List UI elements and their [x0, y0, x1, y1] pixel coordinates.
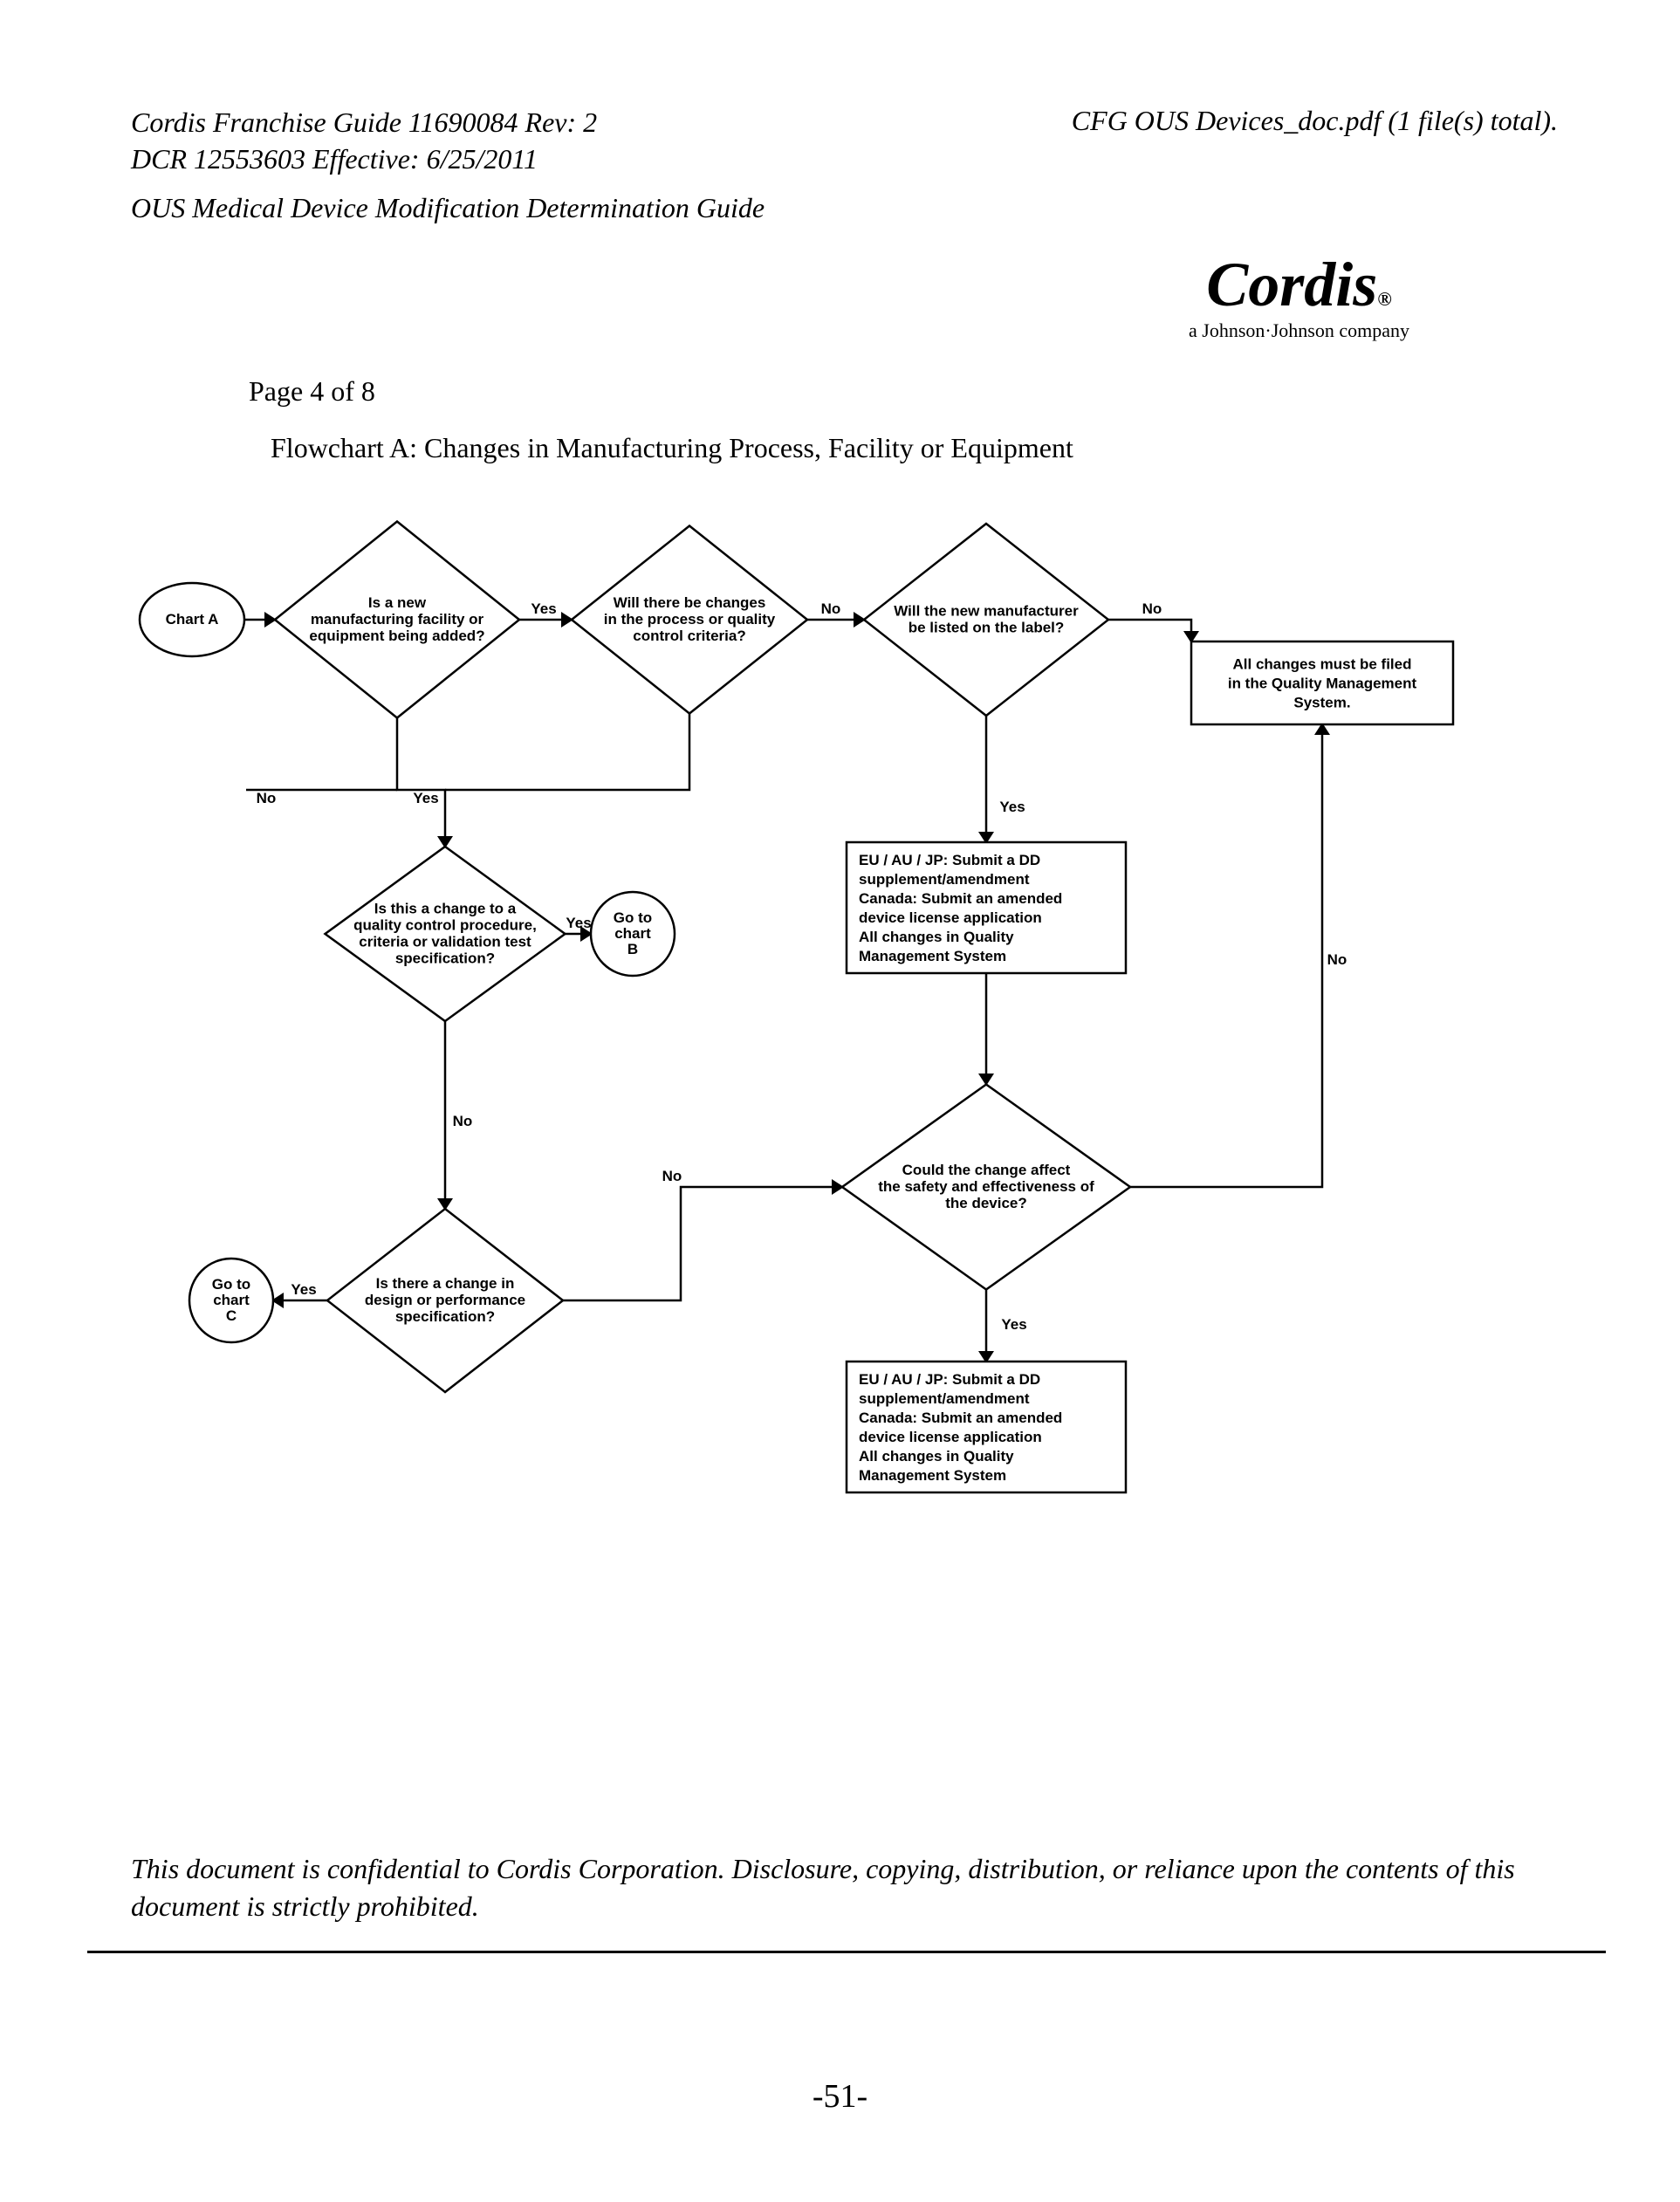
svg-text:the safety and effectiveness o: the safety and effectiveness of: [878, 1178, 1094, 1195]
svg-text:Will there be changes: Will there be changes: [614, 594, 766, 611]
svg-text:All changes in Quality: All changes in Quality: [859, 929, 1014, 945]
svg-text:Chart A: Chart A: [166, 611, 219, 628]
svg-text:Is this a change to a: Is this a change to a: [374, 901, 517, 917]
svg-text:control criteria?: control criteria?: [633, 628, 745, 644]
svg-text:Canada: Submit an amended: Canada: Submit an amended: [859, 1410, 1062, 1426]
cordis-logo: Cordis® a Johnson·Johnson company: [1189, 253, 1409, 342]
svg-text:No: No: [821, 600, 841, 617]
svg-text:No: No: [1142, 600, 1162, 617]
svg-text:No: No: [453, 1113, 473, 1129]
svg-text:criteria or validation test: criteria or validation test: [359, 934, 531, 950]
svg-text:Yes: Yes: [999, 799, 1025, 815]
svg-text:supplement/amendment: supplement/amendment: [859, 871, 1030, 888]
svg-text:Could the change affect: Could the change affect: [902, 1162, 1071, 1178]
file-name: CFG OUS Devices_doc.pdf (1 file(s) total…: [1072, 105, 1558, 136]
svg-text:B: B: [627, 941, 638, 957]
svg-text:EU / AU / JP: Submit a DD: EU / AU / JP: Submit a DD: [859, 852, 1040, 868]
svg-text:Go to: Go to: [212, 1276, 250, 1293]
svg-text:All changes must be filed: All changes must be filed: [1233, 656, 1412, 673]
svg-text:Management System: Management System: [859, 1467, 1006, 1484]
confidential-notice: This document is confidential to Cordis …: [131, 1850, 1562, 1925]
svg-text:No: No: [257, 790, 277, 806]
svg-text:supplement/amendment: supplement/amendment: [859, 1390, 1030, 1407]
page-number: Page 4 of 8: [249, 375, 375, 408]
svg-text:Is a new: Is a new: [368, 594, 427, 611]
svg-text:quality control procedure,: quality control procedure,: [353, 917, 537, 934]
svg-text:No: No: [1327, 951, 1347, 968]
svg-text:EU / AU / JP: Submit a DD: EU / AU / JP: Submit a DD: [859, 1371, 1040, 1388]
svg-text:All changes in Quality: All changes in Quality: [859, 1448, 1014, 1465]
logo-reg: ®: [1377, 288, 1391, 310]
footer-rule: [87, 1951, 1606, 1953]
svg-text:device license application: device license application: [859, 909, 1042, 926]
svg-text:System.: System.: [1293, 695, 1350, 711]
svg-text:Will the new manufacturer: Will the new manufacturer: [894, 603, 1079, 620]
svg-text:Management System: Management System: [859, 948, 1006, 964]
svg-text:in the Quality Management: in the Quality Management: [1228, 676, 1417, 692]
header-right: CFG OUS Devices_doc.pdf (1 file(s) total…: [1072, 105, 1558, 137]
svg-text:C: C: [226, 1307, 237, 1324]
flowchart-title: Flowchart A: Changes in Manufacturing Pr…: [271, 432, 1073, 464]
svg-text:be listed on the label?: be listed on the label?: [909, 620, 1065, 636]
svg-text:Yes: Yes: [413, 790, 438, 806]
svg-text:chart: chart: [213, 1292, 250, 1308]
guide-id: Cordis Franchise Guide 11690084 Rev: 2: [131, 106, 597, 138]
logo-sub: a Johnson·Johnson company: [1189, 319, 1409, 342]
logo-text: Cordis: [1206, 250, 1377, 319]
svg-text:Yes: Yes: [531, 600, 556, 617]
svg-text:specification?: specification?: [395, 1308, 495, 1325]
header-left: Cordis Franchise Guide 11690084 Rev: 2 D…: [131, 105, 597, 177]
svg-text:chart: chart: [614, 925, 651, 942]
dcr-line: DCR 12553603 Effective: 6/25/2011: [131, 143, 538, 175]
svg-text:design or performance: design or performance: [365, 1292, 525, 1308]
svg-text:Yes: Yes: [291, 1281, 316, 1298]
svg-text:No: No: [662, 1168, 682, 1184]
page-footer: -51-: [0, 2077, 1680, 2116]
svg-text:manufacturing facility or: manufacturing facility or: [311, 611, 484, 628]
svg-text:Canada: Submit an amended: Canada: Submit an amended: [859, 890, 1062, 907]
svg-text:equipment being added?: equipment being added?: [309, 628, 484, 644]
svg-text:specification?: specification?: [395, 950, 495, 967]
flowchart-a: Yes No No Yes Yes No Yes No Yes No No Yes Chart A Is …: [113, 476, 1475, 1715]
svg-text:Yes: Yes: [1001, 1316, 1026, 1333]
svg-text:in the process or quality: in the process or quality: [604, 611, 776, 628]
svg-text:Is there a change in: Is there a change in: [376, 1275, 515, 1292]
svg-text:Go to: Go to: [614, 909, 652, 926]
svg-text:Yes: Yes: [566, 915, 591, 931]
svg-text:the device?: the device?: [945, 1195, 1027, 1211]
svg-text:device license application: device license application: [859, 1429, 1042, 1445]
header-sub: OUS Medical Device Modification Determin…: [131, 192, 765, 224]
